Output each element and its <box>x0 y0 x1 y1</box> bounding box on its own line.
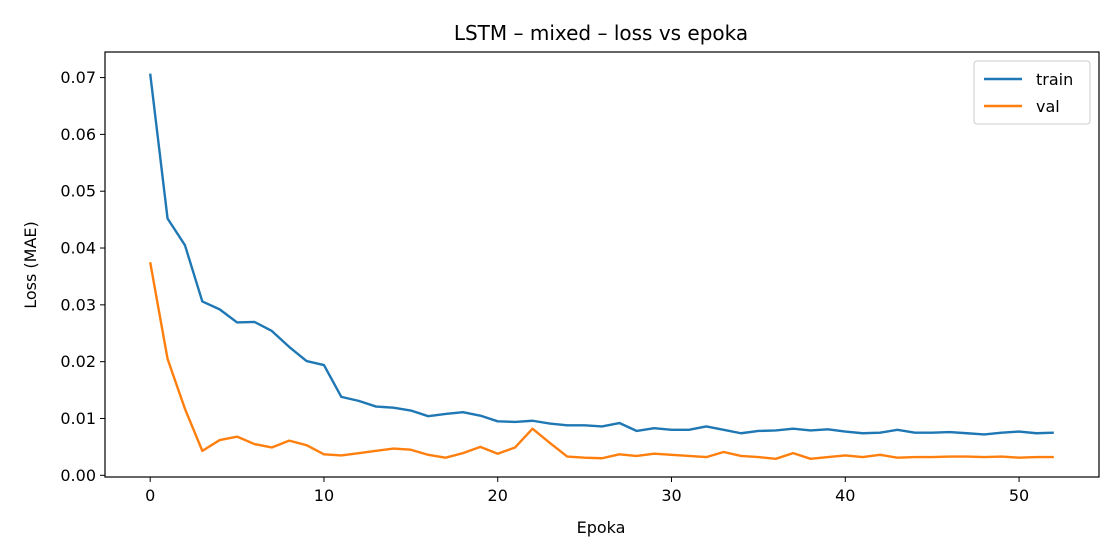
y-axis-label: Loss (MAE) <box>21 221 40 309</box>
legend: train val <box>973 60 1091 125</box>
y-tick-label: 0.06 <box>60 125 96 144</box>
y-tick-label: 0.04 <box>60 239 96 258</box>
y-tick-label: 0.00 <box>60 466 96 485</box>
legend-label-val: val <box>1036 97 1060 116</box>
series-line-val <box>148 262 1054 461</box>
lines-layer <box>148 73 1054 461</box>
y-tick-label: 0.01 <box>60 409 96 428</box>
ticks-layer: 0 10 20 30 40 50 0.00 0.01 0.02 0.03 0.04 0.05 0.06 0… <box>60 68 1029 505</box>
x-tick-label: 0 <box>145 486 155 505</box>
x-tick-label: 10 <box>314 486 334 505</box>
x-tick-label: 50 <box>1009 486 1029 505</box>
x-axis-label: Epoka <box>577 518 626 537</box>
x-tick-label: 20 <box>488 486 508 505</box>
legend-frame <box>973 60 1091 125</box>
y-tick-label: 0.05 <box>60 182 96 201</box>
legend-label-train: train <box>1036 70 1073 89</box>
y-tick-label: 0.03 <box>60 295 96 314</box>
y-tick-label: 0.07 <box>60 68 96 87</box>
plot-area <box>105 52 1099 477</box>
x-tick-label: 30 <box>661 486 681 505</box>
chart-title: LSTM – mixed – loss vs epoka <box>454 21 748 45</box>
y-tick-label: 0.02 <box>60 352 96 371</box>
x-tick-label: 40 <box>835 486 855 505</box>
series-line-train <box>148 73 1054 436</box>
plot-frame <box>104 51 1100 478</box>
